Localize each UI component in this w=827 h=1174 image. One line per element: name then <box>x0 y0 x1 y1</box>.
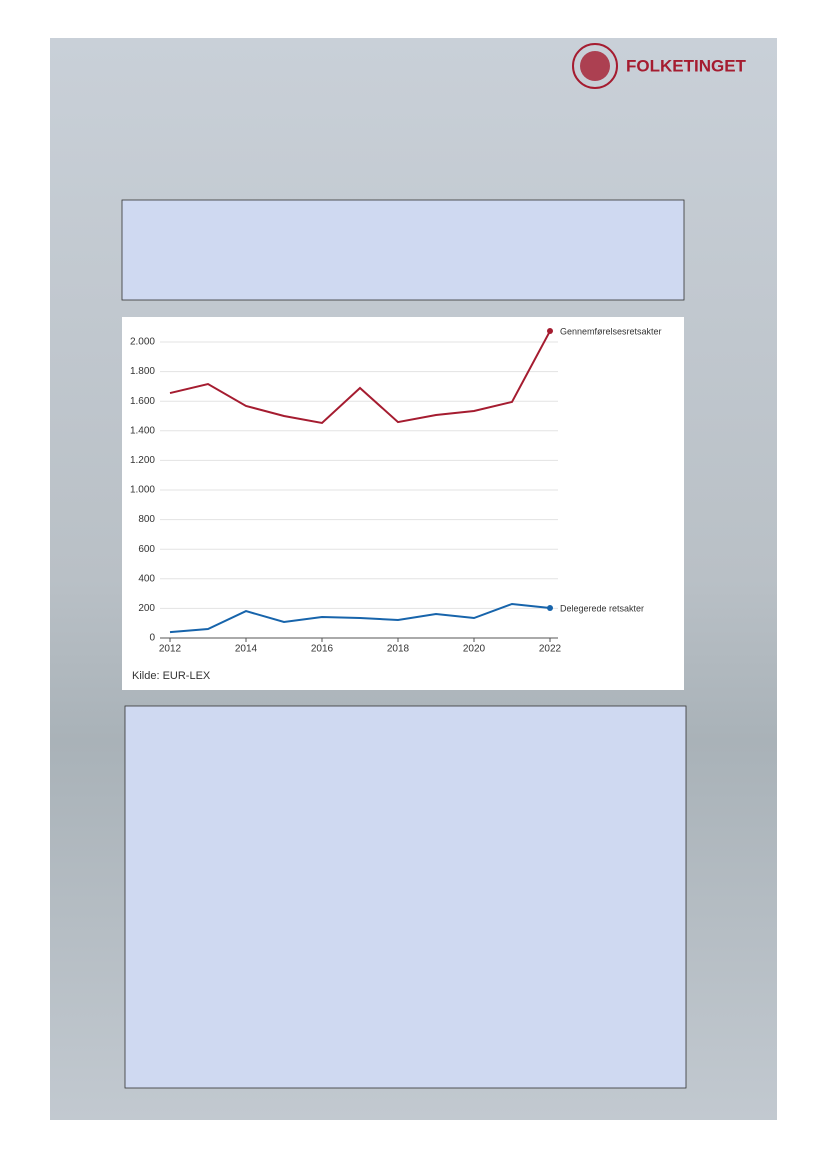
y-tick-label: 1.000 <box>130 485 155 496</box>
logo-text: FOLKETINGET <box>626 56 747 75</box>
logo-emblem <box>572 43 618 89</box>
y-tick-label: 0 <box>149 633 155 644</box>
x-tick-label: 2016 <box>311 644 334 655</box>
source: Kilde: EUR-LEX <box>132 670 211 682</box>
series-line <box>169 330 551 425</box>
y-tick-label: 200 <box>138 603 155 614</box>
y-tick-label: 1.400 <box>130 425 155 436</box>
y-tick-label: 2.000 <box>130 337 155 348</box>
x-tick-label: 2012 <box>159 644 182 655</box>
text-box <box>121 199 685 301</box>
series-label: Gennemførelsesretsakter <box>560 326 662 336</box>
series-label: Delegerede retsakter <box>560 603 644 613</box>
y-tick-label: 1.800 <box>130 366 155 377</box>
text-box <box>124 705 687 1089</box>
logo-emblem-inner <box>580 51 610 81</box>
chart-panel <box>122 317 684 690</box>
x-tick-label: 2022 <box>539 644 562 655</box>
x-tick-label: 2014 <box>235 644 258 655</box>
y-tick-label: 600 <box>138 544 155 555</box>
chart: 0 200 400 600 800 1.000 1.200 1.400 1.600 1.800 2.… <box>130 326 662 654</box>
end-point <box>547 328 553 335</box>
y-tick-label: 800 <box>138 514 155 525</box>
y-tick-label: 400 <box>138 573 155 584</box>
y-tick-label: 1.200 <box>130 455 155 466</box>
x-tick-label: 2020 <box>463 644 486 655</box>
x-tick-label: 2018 <box>387 644 410 655</box>
end-point <box>547 604 553 611</box>
y-tick-label: 1.600 <box>130 396 155 407</box>
series-line <box>169 602 551 634</box>
